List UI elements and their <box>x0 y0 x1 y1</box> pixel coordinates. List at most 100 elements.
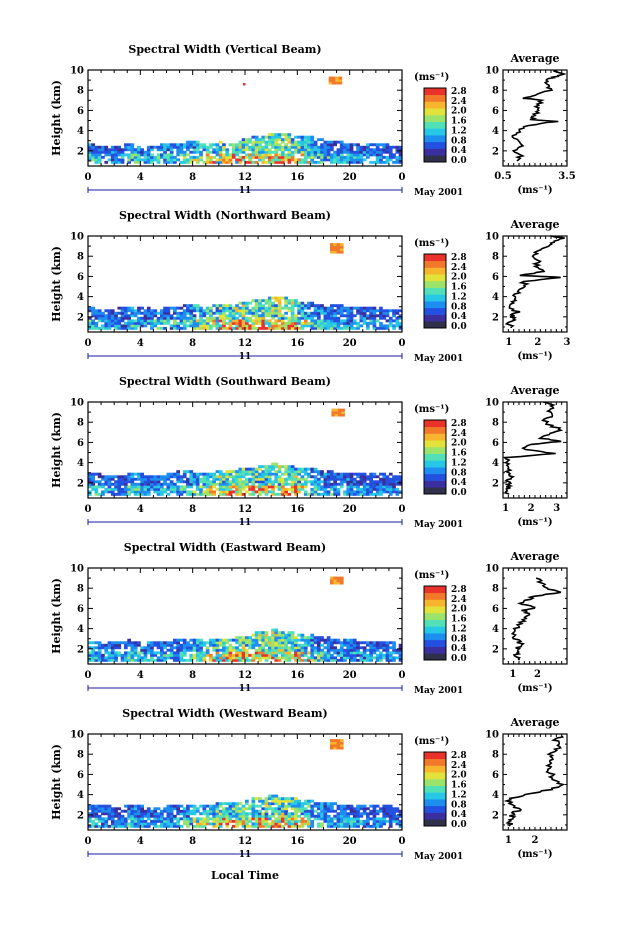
heatmap-cell <box>300 804 305 808</box>
heatmap-cell <box>169 643 174 647</box>
heatmap-cell <box>379 150 383 154</box>
heatmap-cell <box>277 638 282 642</box>
heatmap-cell <box>356 321 360 325</box>
heatmap-cell <box>330 658 334 662</box>
heatmap-cell <box>114 158 118 162</box>
heatmap-cell <box>169 482 174 486</box>
heatmap-cell <box>267 638 272 642</box>
heatmap-cell <box>176 807 180 811</box>
heatmap-cell <box>271 641 275 645</box>
heatmap-cell <box>114 316 118 320</box>
heatmap-cell <box>349 148 354 152</box>
heatmap-cell <box>310 482 315 486</box>
heatmap-cell <box>369 656 373 660</box>
heatmap-cell <box>202 160 207 164</box>
heatmap-cell <box>163 150 167 154</box>
heatmap-cell <box>290 819 295 823</box>
heatmap-cell <box>310 814 315 818</box>
heatmap-cell <box>258 475 262 479</box>
heatmap-cell <box>104 482 109 486</box>
heatmap-cell <box>101 643 105 647</box>
heatmap-cell <box>313 487 318 491</box>
heatmap-cell <box>382 641 387 645</box>
heatmap-cell <box>336 487 341 491</box>
heatmap-cell <box>160 824 164 828</box>
heatmap-cell <box>297 467 301 471</box>
heatmap-cell <box>258 480 262 484</box>
heatmap-cell <box>346 822 351 826</box>
heatmap-cell <box>339 646 344 650</box>
heatmap-cell <box>343 475 347 479</box>
heatmap-cell <box>146 658 151 662</box>
heatmap-cell <box>228 306 233 310</box>
heatmap-cell <box>281 812 285 816</box>
heatmap-cell <box>133 812 138 816</box>
heatmap-cell <box>199 150 203 154</box>
heatmap-cell <box>186 148 190 152</box>
heatmap-cell <box>349 824 354 828</box>
heatmap-cell <box>339 143 344 147</box>
heatmap-cell <box>385 158 390 162</box>
heatmap-cell <box>222 641 226 645</box>
heatmap-cell <box>307 321 311 325</box>
heatmap-cell <box>359 807 364 811</box>
heatmap-cell <box>297 150 301 154</box>
heatmap-cell <box>199 485 203 489</box>
profile-title: Average <box>509 384 559 397</box>
heatmap-cell <box>258 319 262 323</box>
heatmap-cell <box>130 314 135 318</box>
heatmap-cell <box>114 656 118 660</box>
heatmap-cell <box>117 321 122 325</box>
heatmap-cell <box>330 158 334 162</box>
profile-y-tick-label: 6 <box>492 438 499 449</box>
heatmap-cell <box>104 807 109 811</box>
heatmap-cell <box>169 485 174 489</box>
heatmap-cell <box>284 324 288 328</box>
heatmap-cell <box>133 824 138 828</box>
heatmap-cell <box>310 643 315 647</box>
heatmap-cell <box>173 641 177 645</box>
heatmap-cell <box>369 485 373 489</box>
heatmap-cell <box>228 646 233 650</box>
heatmap-cell <box>382 809 387 813</box>
y-tick-label: 10 <box>70 66 84 77</box>
heatmap-cell <box>104 658 109 662</box>
heatmap-cell <box>218 485 223 489</box>
heatmap-cell <box>94 658 99 662</box>
echo-cell <box>336 579 341 582</box>
heatmap-cell <box>228 817 233 821</box>
heatmap-cell <box>97 807 102 811</box>
heatmap-cell <box>290 824 295 828</box>
heatmap-cell <box>176 809 180 813</box>
heatmap-cell <box>366 143 370 147</box>
heatmap-cell <box>326 477 331 481</box>
heatmap-cell <box>166 309 171 313</box>
heatmap-cell <box>297 145 301 149</box>
heatmap-cell <box>94 314 99 318</box>
heatmap-cell <box>251 145 256 149</box>
heatmap-cell <box>189 304 194 308</box>
heatmap-cell <box>349 653 354 657</box>
heatmap-cell <box>212 316 216 320</box>
y-tick-label: 2 <box>77 312 84 323</box>
heatmap-cell <box>130 643 135 647</box>
heatmap-cell <box>124 643 128 647</box>
heatmap-cell <box>300 636 305 640</box>
heatmap-cell <box>110 314 115 318</box>
profile-y-tick-label: 10 <box>485 564 499 575</box>
heatmap-cell <box>333 802 337 806</box>
heatmap-cell <box>199 155 203 159</box>
heatmap-cell <box>133 646 138 650</box>
heatmap-cell <box>254 319 259 323</box>
heatmap-cell <box>143 814 148 818</box>
heatmap-cell <box>114 148 118 152</box>
heatmap-cell <box>382 326 387 330</box>
heatmap-cell <box>343 656 347 660</box>
heatmap-cell <box>133 477 138 481</box>
heatmap-cell <box>205 472 210 476</box>
heatmap-cell <box>290 472 295 476</box>
heatmap-cell <box>107 148 112 152</box>
heatmap-cell <box>320 155 324 159</box>
heatmap-cell <box>303 158 308 162</box>
heatmap-cell <box>323 472 328 476</box>
